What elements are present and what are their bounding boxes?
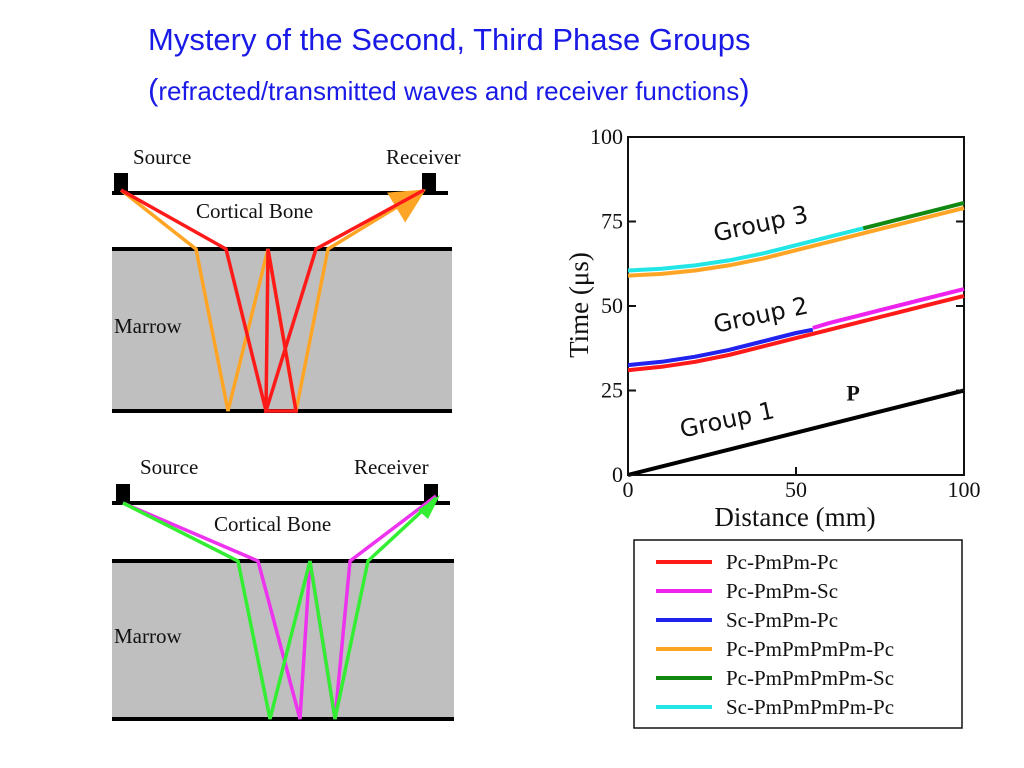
bottom-bone-label: Cortical Bone (214, 512, 331, 536)
series-line-p (627, 388, 965, 477)
magenta-ray-path (122, 494, 438, 720)
legend-box (633, 539, 963, 729)
x-tick-label: 50 (785, 477, 807, 502)
bottom-source-label: Source (140, 455, 198, 479)
subtitle-open-paren: ( (148, 72, 159, 107)
annotation-group-3: Group 3 (711, 200, 811, 247)
legend-label: Sc-PmPmPmPm-Pc (726, 695, 894, 719)
series-line-pc-pmpmpmpm-pc (627, 206, 965, 278)
series-line-pc-pmpm-pc (627, 293, 965, 373)
red-ray-path (120, 188, 425, 413)
bottom-receiver-label: Receiver (354, 455, 429, 479)
series-line-pc-pmpm-sc (812, 287, 965, 330)
series-line-sc-pmpmpmpm-pc (627, 226, 864, 273)
y-tick-label: 25 (601, 378, 623, 403)
y-axis-label: Time (μs) (564, 252, 594, 358)
y-tick-label: 75 (601, 209, 623, 234)
top-source-label: Source (133, 145, 191, 169)
legend-label: Pc-PmPmPmPm-Pc (726, 637, 894, 661)
top-bone-label: Cortical Bone (196, 199, 313, 223)
green-arrowhead (418, 495, 440, 519)
x-axis-label: Distance (mm) (714, 502, 875, 532)
y-tick-label: 50 (601, 293, 623, 318)
subtitle-text: refracted/transmitted waves and receiver… (158, 76, 740, 106)
slide-subtitle: (refracted/transmitted waves and receive… (148, 72, 750, 108)
top-receiver-label: Receiver (386, 145, 461, 169)
series-line-pc-pmpmpmpm-sc (862, 200, 965, 231)
y-tick-label: 100 (590, 124, 623, 149)
y-tick-label: 0 (612, 462, 623, 487)
annotation-p: P (846, 381, 859, 406)
top-marrow-label: Marrow (114, 314, 182, 338)
chart-legend: Pc-PmPm-Pc Pc-PmPm-Sc Sc-PmPm-Pc Pc-PmPmPmP… (633, 539, 963, 729)
source-transducer (116, 484, 130, 504)
slide-title: Mystery of the Second, Third Phase Group… (148, 22, 751, 57)
annotation-group-1: Group 1 (677, 396, 777, 443)
legend-label: Pc-PmPmPmPm-Sc (726, 666, 894, 690)
series-line-sc-pmpm-pc (627, 327, 814, 368)
legend-label: Sc-PmPm-Pc (726, 608, 838, 632)
source-transducer (114, 173, 128, 193)
x-tick-label: 0 (623, 477, 634, 502)
bottom-marrow-label: Marrow (114, 624, 182, 648)
legend-label: Pc-PmPm-Pc (726, 550, 838, 574)
x-tick-label: 100 (948, 477, 981, 502)
green-ray-path (122, 496, 438, 720)
marrow-region (112, 561, 454, 719)
receiver-transducer (422, 173, 436, 193)
legend-label: Pc-PmPm-Sc (726, 579, 838, 603)
subtitle-close-paren: ) (739, 72, 750, 107)
